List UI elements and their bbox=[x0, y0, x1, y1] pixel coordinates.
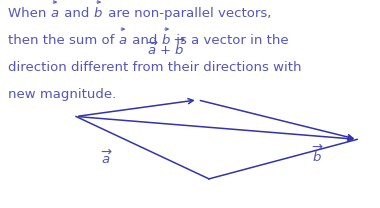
Text: then the sum of: then the sum of bbox=[8, 34, 118, 47]
Text: b: b bbox=[162, 34, 170, 47]
Text: $\overrightarrow{a}$: $\overrightarrow{a}$ bbox=[101, 149, 112, 167]
Text: are non-parallel vectors,: are non-parallel vectors, bbox=[104, 7, 272, 20]
Text: a: a bbox=[118, 34, 126, 47]
Text: direction different from their directions with: direction different from their direction… bbox=[8, 61, 301, 74]
Text: b: b bbox=[94, 7, 102, 20]
Text: new magnitude.: new magnitude. bbox=[8, 88, 116, 102]
Text: When: When bbox=[8, 7, 50, 20]
Text: and: and bbox=[128, 34, 162, 47]
Text: $\overrightarrow{b}$: $\overrightarrow{b}$ bbox=[312, 143, 323, 165]
Text: is a vector in the: is a vector in the bbox=[172, 34, 289, 47]
Text: $\overrightarrow{a}$ + $\overrightarrow{b}$: $\overrightarrow{a}$ + $\overrightarrow{… bbox=[147, 37, 187, 58]
Text: and: and bbox=[60, 7, 94, 20]
Text: a: a bbox=[50, 7, 59, 20]
